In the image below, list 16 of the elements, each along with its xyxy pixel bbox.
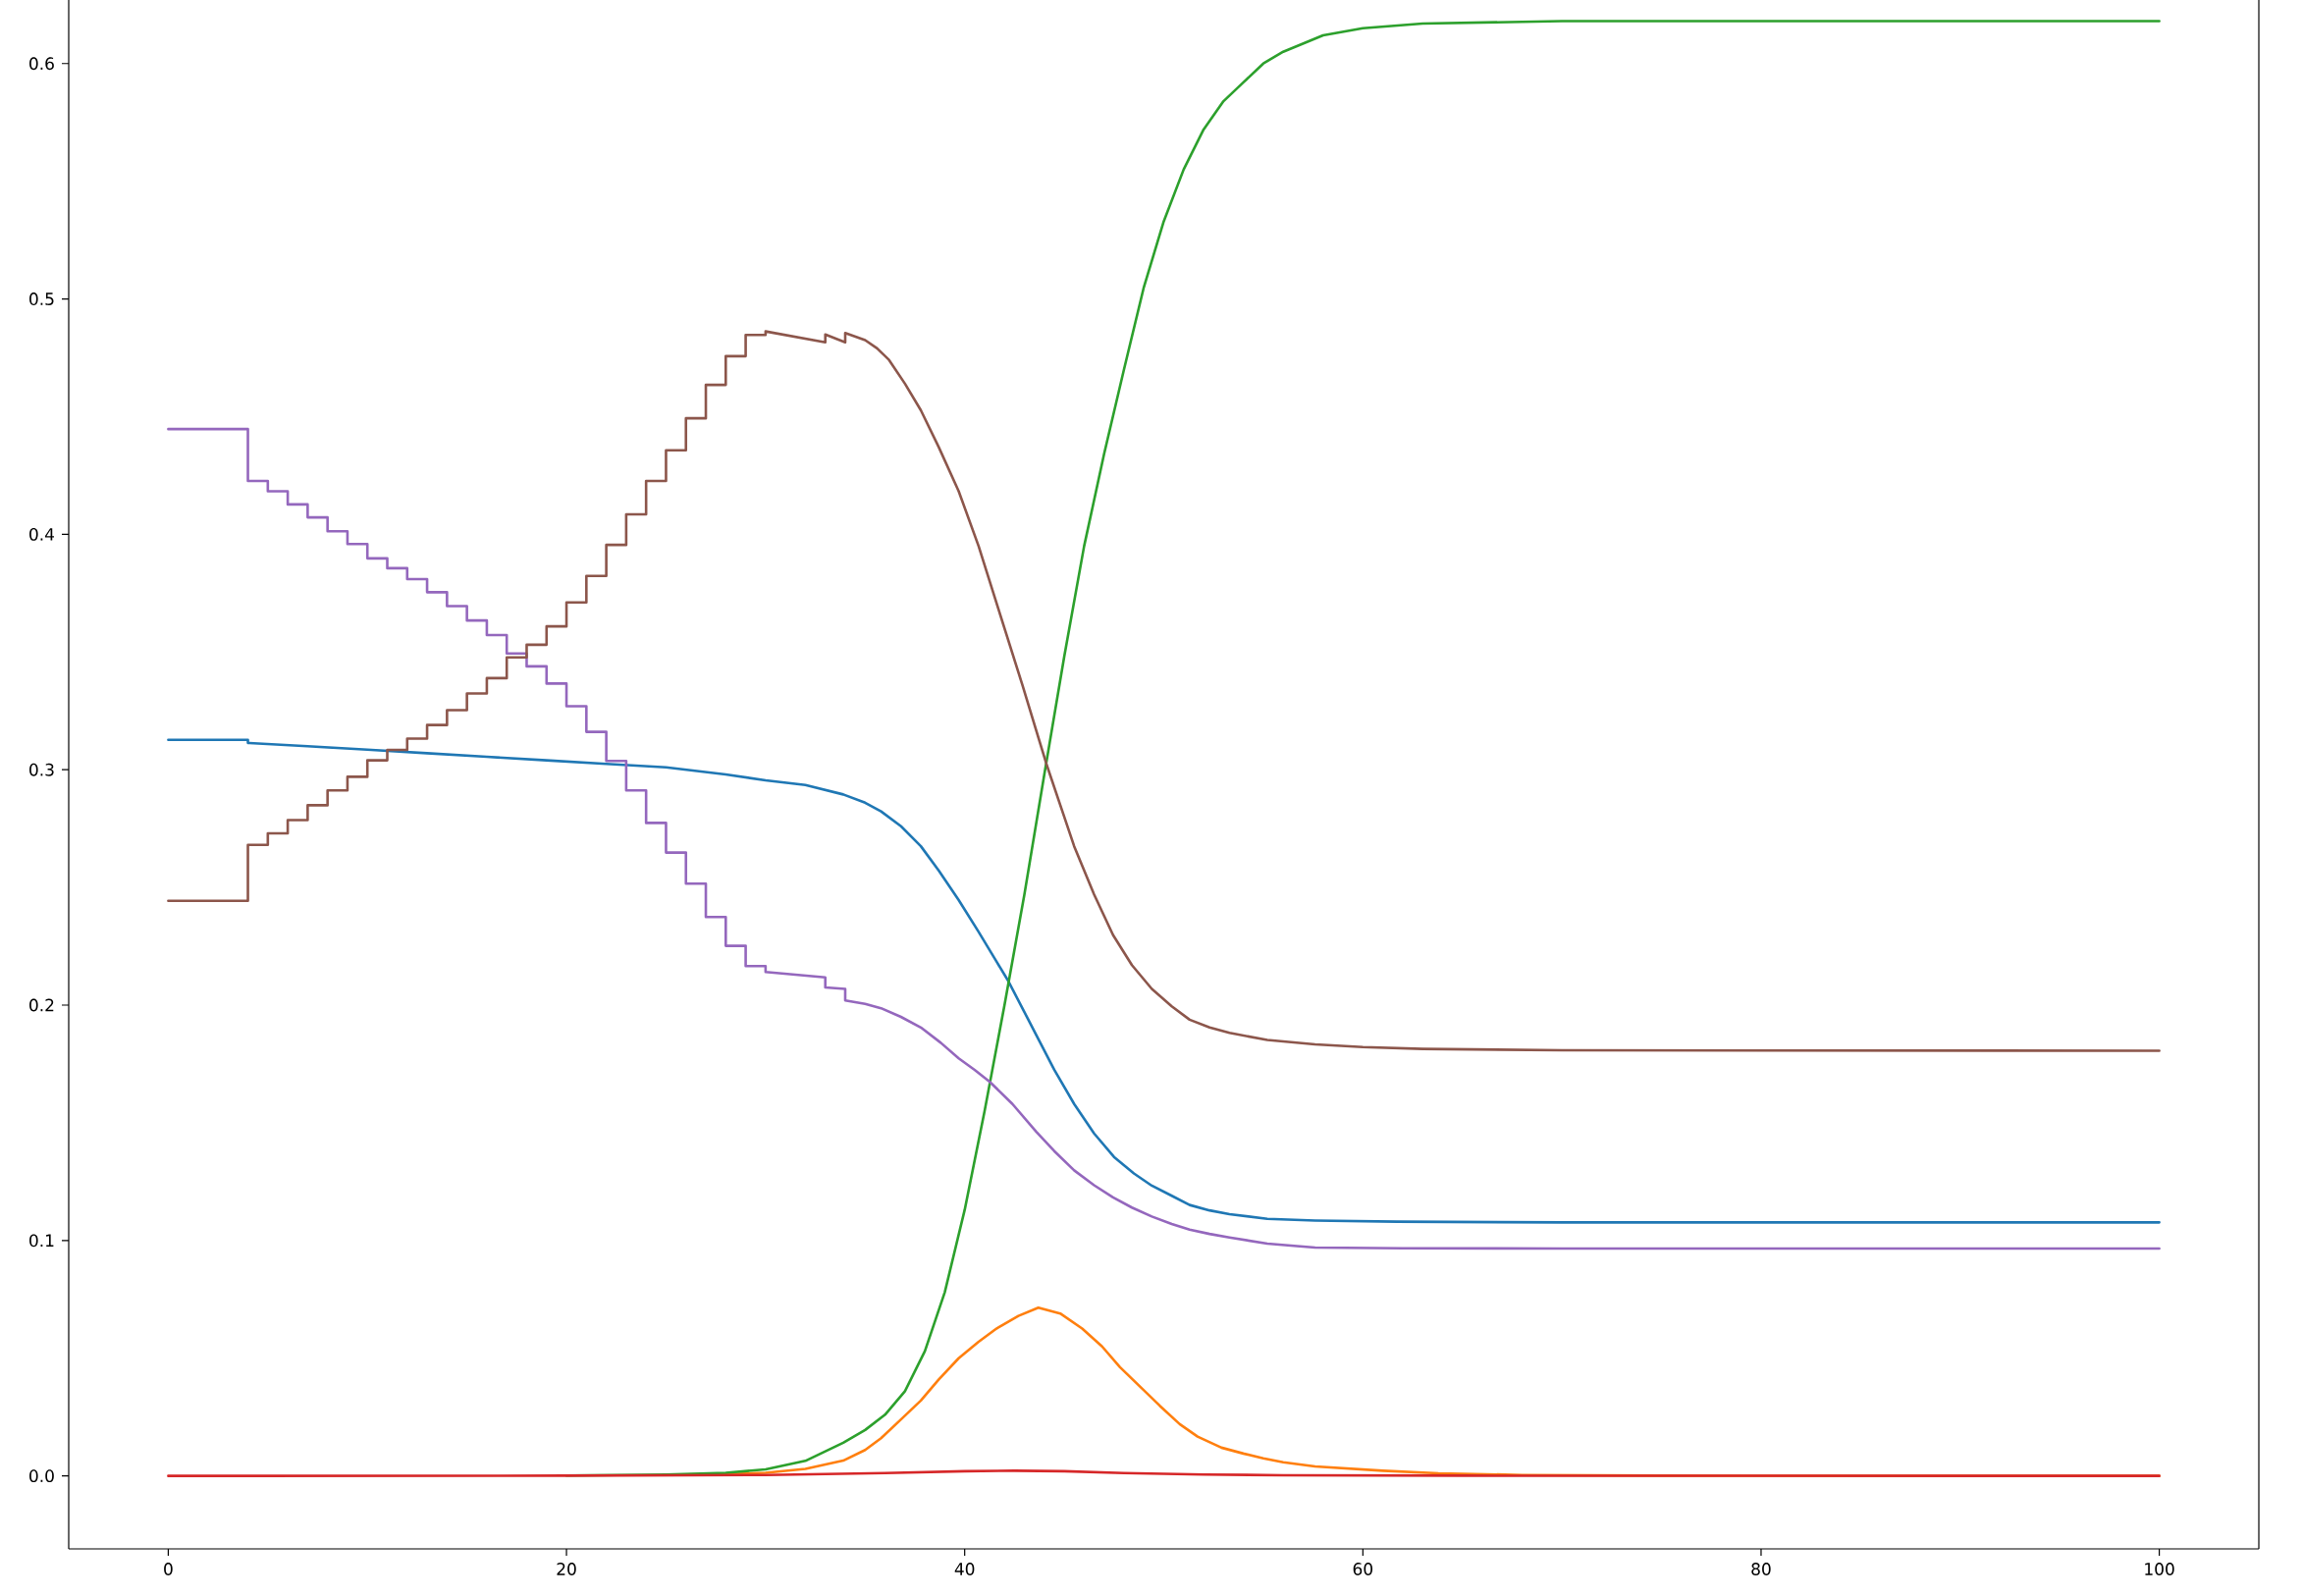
x-tick-label: 20 <box>557 1563 576 1575</box>
line-series <box>167 330 2161 1052</box>
x-tick-label: 0 <box>164 1563 173 1575</box>
x-tick-label: 80 <box>1751 1563 1771 1575</box>
line-series <box>167 738 2161 1224</box>
y-tick-label: 0.2 <box>29 998 54 1012</box>
x-tick-label: 100 <box>2145 1563 2174 1575</box>
y-tick-label: 0.6 <box>29 57 54 71</box>
y-tick-label: 0.4 <box>29 527 55 541</box>
y-tick-label: 0.0 <box>29 1469 54 1483</box>
y-tick-label: 0.5 <box>29 293 54 305</box>
x-tick-label: 40 <box>954 1563 975 1575</box>
line-series <box>167 427 2161 1250</box>
y-tick-label: 0.3 <box>29 763 54 776</box>
x-tick-label: 60 <box>1353 1563 1373 1575</box>
y-tick-label: 0.1 <box>29 1234 54 1248</box>
